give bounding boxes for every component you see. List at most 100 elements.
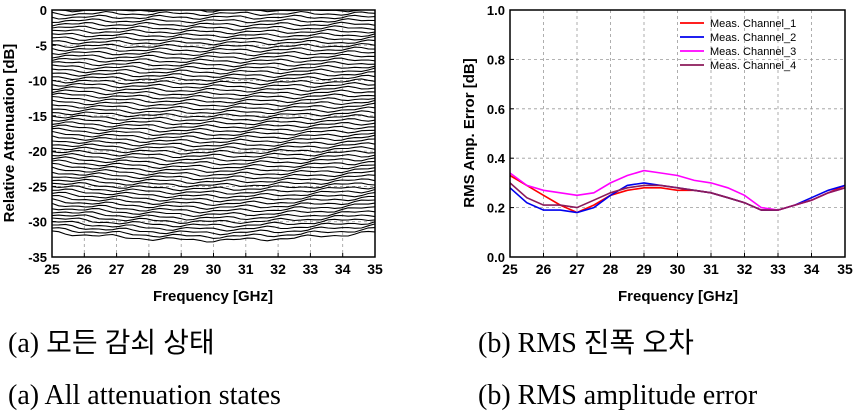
y-tick-label: -5 [35, 38, 47, 53]
x-tick-label: 29 [173, 261, 189, 277]
attenuation-state-line [52, 74, 376, 82]
caption-english: (a) All attenuation states [8, 380, 281, 411]
x-tick-label: 25 [502, 261, 518, 277]
y-tick-label: 0.4 [487, 151, 506, 166]
attenuation-state-line [51, 174, 376, 185]
x-axis-label: Frequency [GHz] [153, 288, 273, 305]
y-axis-label: RMS Amp. Error [dB] [461, 58, 478, 207]
attenuation-state-line [51, 39, 376, 46]
chart-attenuation-states: 25 26 27 28 29 30 31 32 33 34 35 0 -5 -10 -15 -20 -25 -3… [1, 3, 383, 411]
x-tick-label: 27 [109, 261, 125, 277]
x-tick-label: 32 [737, 261, 753, 277]
x-tick-label: 34 [804, 261, 820, 277]
attenuation-state-line [51, 130, 376, 140]
attenuation-state-line [51, 82, 376, 90]
y-tick-label: 0.6 [487, 102, 505, 117]
attenuation-state-line [51, 25, 376, 31]
x-tick-label: 35 [837, 261, 853, 277]
attenuation-state-line [51, 230, 376, 243]
attenuation-state-line [51, 127, 376, 136]
y-tick-label: 0 [40, 3, 47, 18]
attenuation-state-line [51, 42, 376, 50]
x-tick-label: 30 [670, 261, 686, 277]
y-tick-label: -25 [28, 179, 47, 194]
attenuation-state-line [51, 194, 376, 207]
attenuation-state-line [51, 78, 376, 86]
attenuation-state-line [51, 210, 376, 221]
attenuation-state-line [51, 202, 376, 214]
attenuation-state-line [51, 182, 376, 192]
y-tick-label: -30 [28, 215, 47, 230]
attenuation-state-line [51, 153, 376, 162]
attenuation-state-line [51, 188, 376, 199]
attenuation-state-line [51, 166, 376, 177]
x-tick-label: 34 [335, 261, 351, 277]
series-lines [509, 169, 846, 214]
x-tick-label: 25 [44, 261, 60, 277]
attenuation-state-line [51, 121, 376, 129]
attenuation-state-line [51, 156, 376, 166]
x-tick-labels: 25 26 27 28 29 30 31 32 33 34 35 [502, 261, 853, 277]
attenuation-state-line [51, 124, 376, 133]
attenuation-state-line [51, 223, 376, 236]
y-axis-label: Relative Attenuation [dB] [1, 44, 18, 223]
attenuation-state-line [51, 35, 376, 42]
legend-label: Meas. Channel_4 [710, 60, 796, 72]
series-line [509, 182, 846, 211]
x-tick-label: 27 [569, 261, 585, 277]
attenuation-state-line [51, 61, 376, 68]
attenuation-state-line [51, 14, 376, 20]
attenuation-state-line [51, 85, 376, 93]
caption-korean: (a) 모든 감쇠 상태 [8, 328, 215, 359]
attenuation-state-line [51, 110, 376, 118]
legend-label: Meas. Channel_3 [710, 46, 796, 58]
y-tick-labels: 0.0 0.2 0.4 0.6 0.8 1.0 [487, 3, 506, 265]
attenuation-state-line [51, 32, 376, 39]
y-tick-labels: 0 -5 -10 -15 -20 -25 -30 -35 [28, 3, 47, 265]
x-tick-label: 33 [770, 261, 786, 277]
attenuation-state-line [51, 53, 376, 61]
chart-rms-amplitude-error: 25 26 27 28 29 30 31 32 33 34 35 0.0 0.2 0.4 0.6 0.8 1.… [461, 3, 853, 411]
attenuation-state-line [51, 214, 376, 225]
attenuation-state-line [51, 134, 376, 144]
x-tick-label: 30 [206, 261, 222, 277]
y-tick-label: 0.8 [487, 52, 505, 67]
attenuation-state-line [51, 64, 376, 71]
attenuation-state-line [51, 71, 376, 79]
attenuation-state-line [51, 57, 376, 64]
x-tick-labels: 25 26 27 28 29 30 31 32 33 34 35 [44, 261, 383, 277]
x-tick-label: 32 [270, 261, 286, 277]
x-tick-label: 29 [636, 261, 652, 277]
attenuation-state-line [51, 227, 376, 239]
attenuation-state-line [51, 149, 376, 159]
x-tick-label: 26 [77, 261, 93, 277]
y-tick-label: 0.2 [487, 201, 505, 216]
caption-english: (b) RMS amplitude error [478, 380, 758, 411]
legend: Meas. Channel_1 Meas. Channel_2 Meas. Chan… [680, 18, 796, 72]
attenuation-state-line [51, 67, 376, 75]
attenuation-state-line [51, 220, 376, 232]
attenuation-state-line [51, 146, 376, 155]
x-axis-label: Frequency [GHz] [618, 288, 738, 305]
attenuation-state-line [51, 217, 376, 228]
attenuation-state-line [51, 185, 376, 195]
series-line [509, 174, 846, 214]
attenuation-state-line [51, 114, 376, 122]
attenuation-state-line [51, 142, 376, 151]
caption-korean: (b) RMS 진폭 오차 [478, 328, 694, 359]
plot-frame [509, 9, 846, 258]
attenuation-state-line [51, 118, 376, 126]
y-tick-label: -20 [28, 144, 47, 159]
attenuation-state-line [51, 162, 376, 173]
y-tick-label: 0.0 [487, 250, 505, 265]
y-tick-label: -15 [28, 109, 47, 124]
attenuation-lines [51, 9, 376, 243]
x-tick-label: 26 [536, 261, 552, 277]
attenuation-state-line [51, 198, 376, 210]
y-tick-label: -35 [28, 250, 47, 265]
attenuation-state-line [51, 99, 376, 108]
attenuation-state-line [51, 95, 376, 104]
x-tick-label: 31 [238, 261, 254, 277]
attenuation-state-line [51, 102, 376, 111]
attenuation-state-line [51, 159, 376, 170]
